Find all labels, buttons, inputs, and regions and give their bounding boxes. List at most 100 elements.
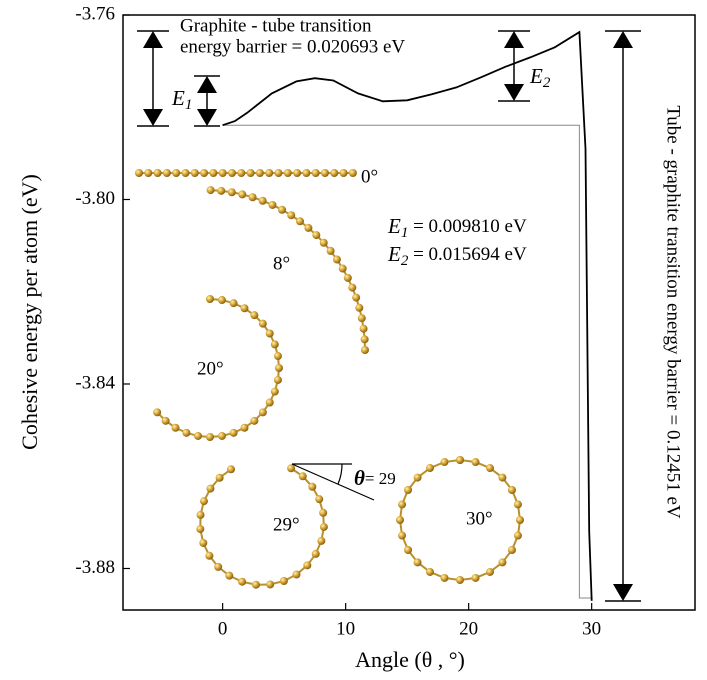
atom [507,486,516,494]
subscript: 1 [185,97,193,113]
atom [270,340,279,349]
atom [352,293,361,302]
y-tick-label: -3.80 [75,188,115,209]
atom [292,570,301,579]
arrow-head [613,584,633,601]
molecule-illustrations [135,169,524,589]
y-tick-label: -3.76 [75,3,115,24]
atom [270,387,279,396]
atom [250,311,259,320]
atom [238,190,247,199]
atom [229,299,238,308]
atom [360,335,369,344]
symbol: θ [354,466,365,490]
atom [279,576,288,585]
arrow-head [197,76,217,93]
atom [196,510,205,519]
theta-arc [337,463,343,485]
atom [250,416,259,425]
e2-label: E2 [529,64,551,92]
atom [251,580,260,589]
atom [456,456,464,464]
atom [227,465,235,474]
atom [315,495,324,504]
atom [153,169,162,177]
atom [206,295,214,303]
atom [240,304,249,313]
atom [181,169,190,177]
atom [498,473,507,482]
atom [273,352,282,361]
atom [413,558,422,567]
atom [332,255,341,264]
atom [246,169,255,177]
symbol: E [387,242,401,266]
atom [513,531,522,540]
value-text: = 0.009810 eV [408,216,527,237]
atom [308,482,317,491]
arrow-head [143,109,163,126]
atom [348,169,357,177]
atom [144,169,153,177]
atom [398,531,407,540]
annotation: Graphite - tube transition [180,15,372,36]
x-axis-label: Angle (θ , °) [355,647,465,672]
plot-frame [122,14,696,611]
theta-marker: θ= 29 [291,463,396,501]
atom [214,562,223,571]
atom [296,217,305,226]
atom [361,346,369,354]
atom [317,536,326,545]
x-tick-label: 0 [218,618,228,639]
annotation: Tube - graphite transition energy barrie… [663,105,684,519]
atom [343,273,352,282]
atom [205,551,214,560]
atom [217,431,226,440]
reference-line [222,124,592,599]
atom [283,169,292,177]
y-tick-label: -3.84 [75,372,115,393]
atom [398,500,407,509]
atom [218,169,227,177]
atom [304,223,313,232]
symbol: E [387,214,401,238]
atom [248,193,257,202]
atom [206,186,215,195]
atom [206,484,215,493]
atom [486,567,494,576]
angle-label: 29° [273,514,300,535]
atom [302,169,311,177]
atom [266,580,275,589]
atom [135,169,143,177]
atom [319,508,328,517]
atom [339,169,348,177]
atom [258,319,267,328]
atom [228,169,236,177]
atom [396,516,404,524]
atom [426,464,434,473]
atom [265,329,274,338]
value-text: = 0.015694 eV [408,244,527,265]
angle-label: 0° [361,166,378,187]
atom [311,169,320,177]
e2-value: E2 = 0.015694 eV [387,242,527,270]
theta-text: = 29 [365,469,396,488]
atom [440,458,449,467]
atom [273,375,282,384]
arrow-head [197,109,217,126]
angle-label: 8° [273,253,290,274]
atom [255,169,264,177]
atom [471,573,480,582]
atom [404,486,413,494]
atom [238,577,247,586]
atom [486,464,494,473]
atom [217,186,226,195]
atom [268,200,277,209]
atom [507,546,516,554]
x-tick-label: 10 [336,618,355,639]
arrow-head [504,84,524,101]
y-tick-label: -3.88 [75,557,115,578]
atom [182,428,191,437]
symbol: E [529,64,543,88]
